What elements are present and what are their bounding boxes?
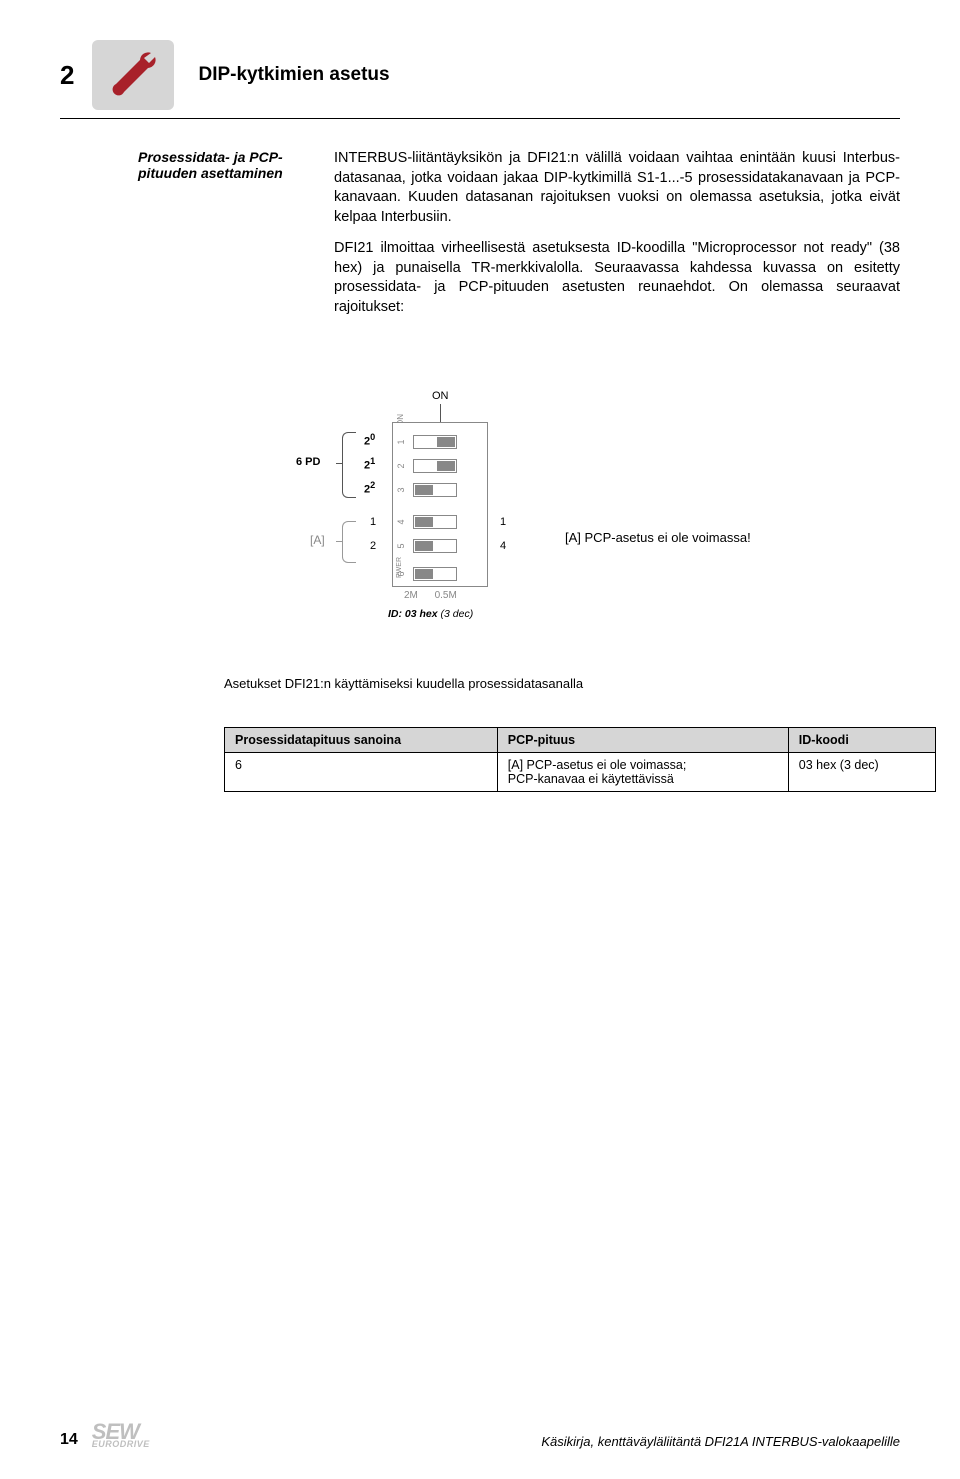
dip-slot-2 [413,459,457,473]
table-header-row: Prosessidatapituus sanoina PCP-pituus ID… [225,727,936,752]
brace-6pd-tick [336,463,342,464]
right-num-2: 2 [370,540,376,552]
right-num-1: 1 [370,516,376,528]
label-6pd: 6 PD [296,456,320,468]
dip-knob-4 [415,517,433,527]
dip-bottom-labels: 2M 0.5M [404,590,457,601]
dip-bottom-2m: 2M [404,590,418,601]
sew-logo: SEW EURODRIVE [92,1423,150,1449]
pow-label-1: 21 [364,456,375,472]
footer-right: Käsikirja, kenttäväyläliitäntä DFI21A IN… [541,1434,900,1449]
dip-body: 1 2 3 4 5 6 [392,422,488,587]
paragraph-1: INTERBUS-liitäntäyksikön ja DFI21:n väli… [334,149,900,227]
dip-note: [A] PCP-asetus ei ole voimassa! [565,530,751,545]
dip-num-4: 4 [396,514,406,530]
dip-row-6: 6 [393,561,487,588]
chapter-number: 2 [60,60,74,91]
body-text: INTERBUS-liitäntäyksikön ja DFI21:n väli… [334,149,900,330]
dip-num-1: 1 [396,434,406,450]
pow-label-0: 20 [364,432,375,448]
brace-6pd [342,432,356,498]
page-title: DIP-kytkimien asetus [198,64,389,86]
dip-knob-1 [437,437,455,447]
table-header-2: PCP-pituus [497,727,788,752]
dip-row-5: 5 [393,533,487,560]
right-val-4: 4 [500,540,506,552]
dip-num-5: 5 [396,538,406,554]
table-cell-3: 03 hex (3 dec) [788,752,935,791]
table-header-3: ID-koodi [788,727,935,752]
dip-slot-5 [413,539,457,553]
right-val-1: 1 [500,516,506,528]
on-indicator-line [440,404,441,422]
side-heading: Prosessidata- ja PCP-pituuden asettamine… [138,149,306,330]
brace-a [342,521,356,563]
dip-slot-6 [413,567,457,581]
table-header-1: Prosessidatapituus sanoina [225,727,498,752]
pwer-vertical-label: PWER [396,557,403,578]
dip-row-3: 3 [393,477,487,504]
label-a: [A] [310,533,325,547]
table-cell-1: 6 [225,752,498,791]
dip-switch-figure: ON ON 1 2 3 4 5 [280,390,780,620]
brace-a-tick [336,541,342,542]
dip-row-2: 2 [393,453,487,480]
dip-knob-3 [415,485,433,495]
page-header: 2 DIP-kytkimien asetus [60,40,900,119]
on-label: ON [432,390,449,402]
dip-knob-2 [437,461,455,471]
dip-num-2: 2 [396,458,406,474]
id-label: ID: 03 hex (3 dec) [388,608,473,620]
dip-bottom-05m: 0.5M [435,590,457,601]
settings-table: Prosessidatapituus sanoina PCP-pituus ID… [224,727,936,792]
wrench-icon [92,40,174,110]
dip-row-4: 4 [393,509,487,536]
dip-knob-5 [415,541,433,551]
page-number: 14 [60,1431,78,1449]
dip-slot-3 [413,483,457,497]
dip-slot-1 [413,435,457,449]
sew-logo-bottom: EURODRIVE [92,1441,150,1449]
dip-row-1: 1 [393,429,487,456]
paragraph-2: DFI21 ilmoittaa virheellisestä asetukses… [334,239,900,317]
footer-left: 14 SEW EURODRIVE [60,1423,150,1449]
id-label-bold: ID: 03 hex [388,608,438,620]
dip-knob-6 [415,569,433,579]
table-row: 6 [A] PCP-asetus ei ole voimassa; PCP-ka… [225,752,936,791]
dip-slot-4 [413,515,457,529]
table-cell-2: [A] PCP-asetus ei ole voimassa; PCP-kana… [497,752,788,791]
id-label-dec: (3 dec) [438,608,474,620]
pow-label-2: 22 [364,480,375,496]
page-footer: 14 SEW EURODRIVE Käsikirja, kenttäväyläl… [0,1423,960,1449]
body-section: Prosessidata- ja PCP-pituuden asettamine… [138,149,900,330]
figure-caption: Asetukset DFI21:n käyttämiseksi kuudella… [224,676,900,691]
dip-num-3: 3 [396,482,406,498]
